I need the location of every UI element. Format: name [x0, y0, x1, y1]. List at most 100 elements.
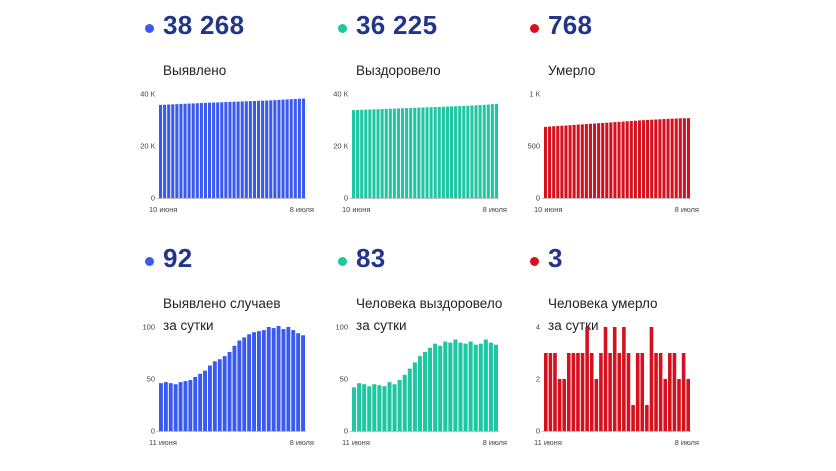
bar	[445, 106, 449, 198]
bar	[566, 353, 571, 431]
bar	[220, 102, 224, 198]
x-tick-label: 11 июня	[342, 438, 370, 447]
y-tick-label: 50	[147, 375, 155, 384]
bar	[443, 341, 448, 431]
bar	[173, 384, 178, 431]
total-number: 36 225	[356, 10, 438, 40]
bar	[552, 126, 556, 198]
bar	[433, 343, 438, 431]
bar	[405, 108, 409, 198]
bar	[686, 118, 690, 198]
bar	[421, 107, 425, 198]
y-tick-label: 2	[536, 375, 540, 384]
bar	[589, 353, 594, 431]
bar	[642, 120, 646, 198]
bar	[380, 109, 384, 198]
bar	[677, 379, 681, 431]
bar	[277, 99, 281, 198]
bar	[296, 333, 301, 431]
bar	[417, 107, 421, 198]
bar	[261, 330, 266, 431]
bar	[364, 109, 368, 198]
bar	[463, 343, 468, 431]
bar	[159, 104, 163, 198]
bar	[178, 382, 183, 431]
bar	[548, 353, 553, 431]
bar	[422, 351, 428, 431]
bar	[352, 387, 357, 431]
bar	[663, 379, 668, 431]
bar	[468, 341, 473, 431]
bar	[429, 107, 433, 198]
bar	[617, 353, 622, 431]
x-tick-label: 8 июля	[290, 205, 314, 214]
bar	[222, 356, 227, 431]
total-number: 92	[163, 243, 193, 273]
bar	[599, 353, 603, 431]
bar	[175, 104, 179, 198]
bar	[437, 106, 441, 198]
bar	[453, 339, 458, 431]
bar	[544, 353, 548, 431]
y-tick-label: 20 К	[333, 142, 348, 151]
bar	[553, 353, 557, 431]
y-tick-label: 0	[536, 194, 540, 203]
bar	[392, 108, 396, 198]
metric-label: Умерло	[548, 63, 596, 78]
bar	[466, 105, 470, 198]
bar	[621, 121, 625, 198]
bar	[594, 379, 599, 431]
bar	[560, 125, 564, 198]
total-number: 768	[548, 10, 593, 40]
bar	[208, 365, 212, 431]
bar	[678, 118, 682, 198]
bar	[232, 345, 237, 431]
y-tick-label: 40 К	[140, 90, 155, 99]
bar	[613, 122, 617, 198]
x-tick-label: 10 июня	[534, 205, 562, 214]
series-dot	[145, 24, 154, 33]
chart: 0 20 К 40 К 10 июня 8 июля	[140, 90, 314, 215]
bar	[261, 100, 265, 198]
bar	[252, 100, 256, 198]
bar	[401, 108, 405, 198]
bar	[240, 101, 244, 198]
bar	[425, 107, 429, 198]
bar	[494, 103, 498, 198]
bar	[387, 382, 392, 431]
x-tick-label: 10 июня	[342, 205, 370, 214]
bar	[682, 118, 686, 198]
bar	[580, 124, 584, 198]
bar	[242, 337, 247, 431]
y-tick-label: 100	[142, 323, 155, 332]
bar	[301, 98, 305, 198]
bar	[474, 105, 478, 198]
bar	[686, 379, 690, 431]
bar	[237, 340, 242, 431]
bar	[438, 345, 443, 431]
bar	[412, 362, 417, 431]
bar	[670, 118, 674, 198]
bar	[622, 327, 626, 431]
bar	[271, 328, 276, 431]
bar	[367, 386, 372, 431]
bar	[478, 343, 483, 431]
bar	[493, 344, 498, 431]
bar	[397, 380, 402, 431]
bar	[617, 121, 621, 198]
panel-daily-detected: 92 Выявлено случаев за сутки 0 50 100 11 июн…	[142, 243, 345, 471]
bar	[593, 123, 597, 198]
bar	[183, 381, 188, 431]
bar	[159, 383, 163, 431]
bar	[603, 327, 608, 431]
bar	[368, 109, 372, 198]
bar	[584, 124, 588, 198]
bar	[247, 334, 252, 431]
bar	[281, 99, 285, 198]
chart: 0 20 К 40 К 10 июня 8 июля	[333, 90, 507, 215]
bar	[637, 120, 641, 198]
bar	[658, 353, 663, 431]
y-tick-label: 0	[536, 427, 540, 436]
series-dot	[145, 257, 154, 266]
bar	[289, 99, 293, 198]
